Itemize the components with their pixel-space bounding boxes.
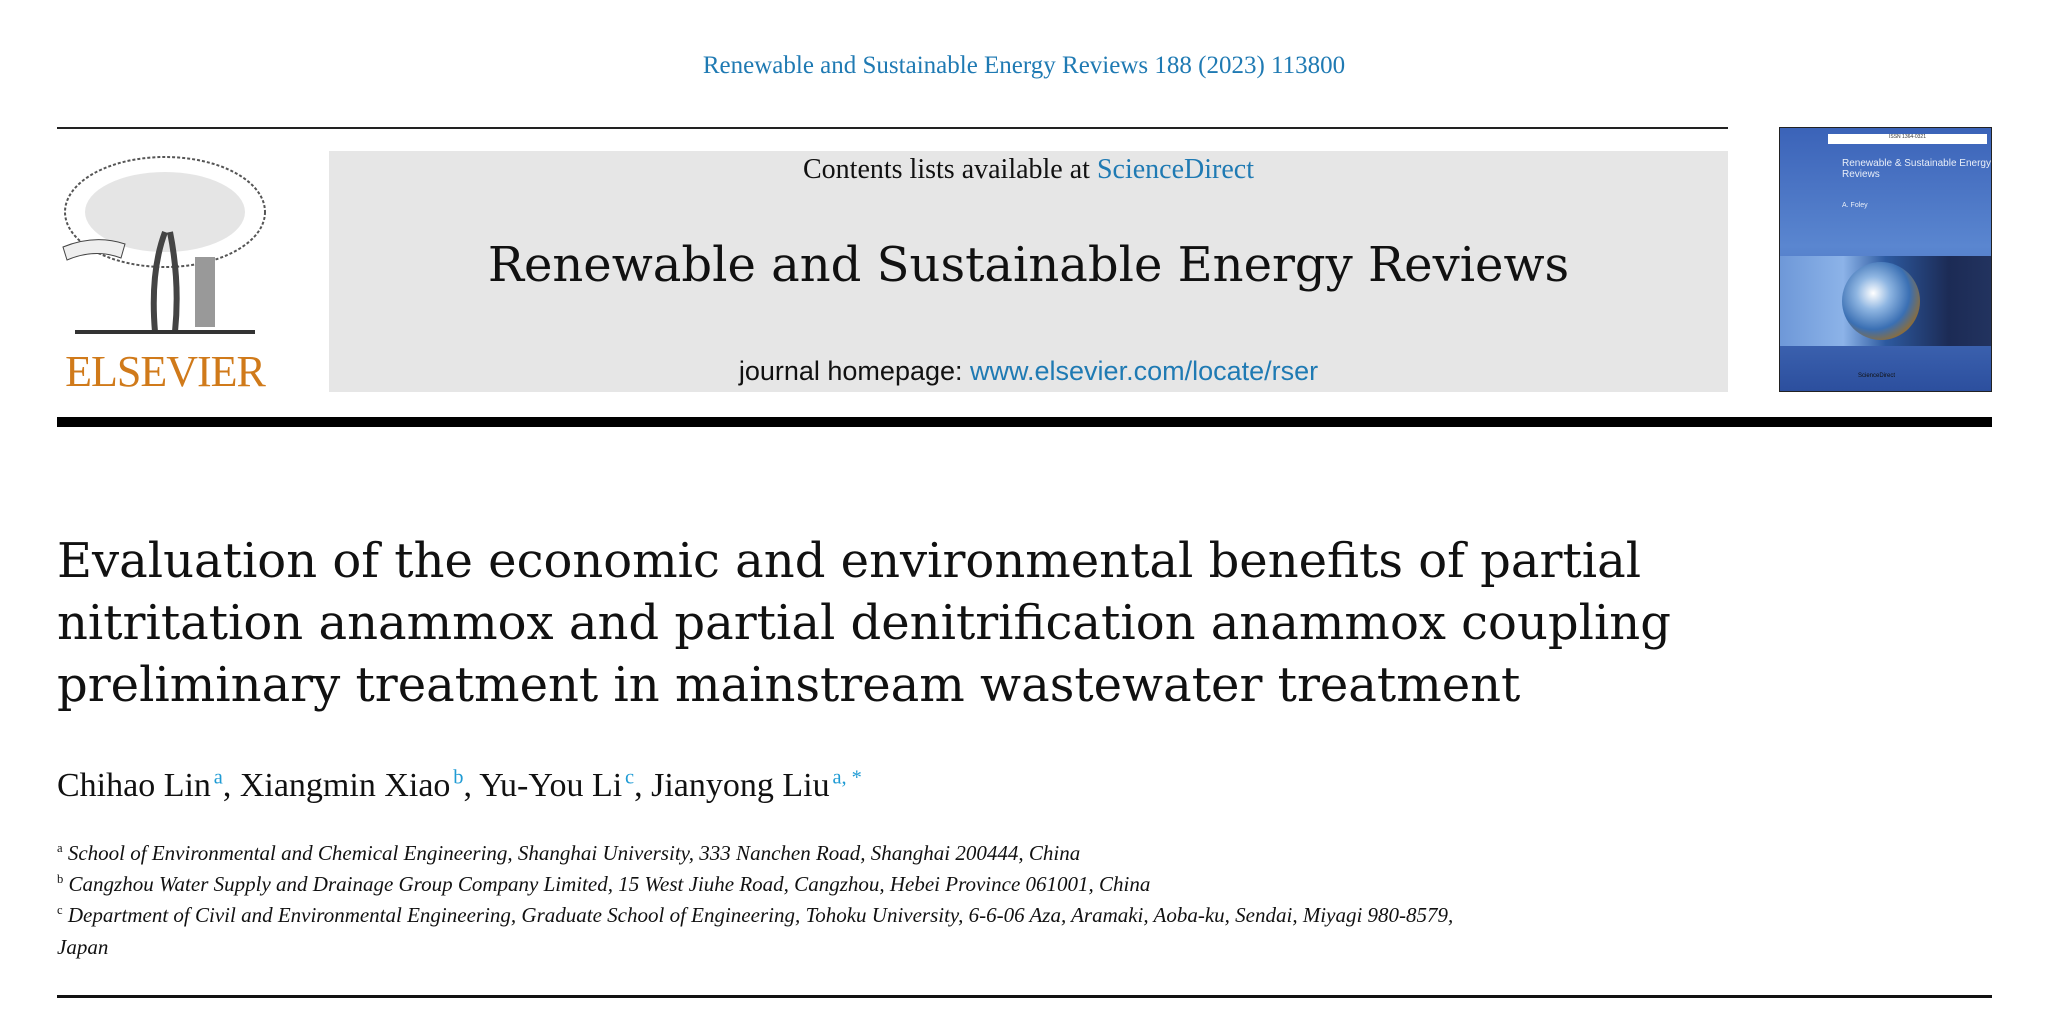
journal-cover-image[interactable]: ISSN 1364-0321 Renewable & Sustainable E…: [1779, 127, 1992, 392]
author-name[interactable]: Xiangmin Xiao: [239, 767, 451, 804]
affiliation-continuation: Japan: [57, 932, 108, 962]
contents-line: Contents lists available at ScienceDirec…: [329, 153, 1728, 187]
cover-issn: ISSN 1364-0321: [1828, 134, 1987, 144]
affiliation: b Cangzhou Water Supply and Drainage Gro…: [57, 869, 1150, 899]
title-line: Evaluation of the economic and environme…: [57, 533, 1642, 589]
affiliation-text: Cangzhou Water Supply and Drainage Group…: [68, 872, 1151, 896]
elsevier-logo[interactable]: ELSEVIER: [55, 152, 275, 394]
affiliation-text: School of Environmental and Chemical Eng…: [67, 841, 1081, 865]
affiliation-ref[interactable]: a: [213, 766, 223, 789]
sciencedirect-link[interactable]: ScienceDirect: [1096, 154, 1254, 185]
cover-editor: A. Foley: [1842, 202, 1868, 209]
author-name[interactable]: Jianyong Liu: [651, 767, 830, 804]
homepage-link[interactable]: www.elsevier.com/locate/rser: [970, 356, 1319, 386]
divider: [57, 995, 1992, 998]
elsevier-wordmark: ELSEVIER: [65, 347, 266, 396]
homepage-line: journal homepage: www.elsevier.com/locat…: [329, 355, 1728, 387]
affiliation-ref[interactable]: b: [453, 766, 464, 789]
cover-footer: ScienceDirect: [1858, 373, 1896, 379]
divider: [57, 127, 1728, 129]
affiliation-ref[interactable]: a, *: [832, 766, 862, 789]
homepage-label: journal homepage:: [738, 356, 971, 386]
article-title: Evaluation of the economic and environme…: [57, 530, 1757, 716]
contents-label: Contents lists available at: [803, 154, 1097, 185]
author-name[interactable]: Chihao Lin: [57, 767, 211, 804]
globe-icon: [1842, 262, 1920, 340]
affiliation-key: b: [57, 872, 64, 886]
title-line: preliminary treatment in mainstream wast…: [57, 657, 1521, 713]
author-name[interactable]: Yu-You Li: [479, 767, 623, 804]
journal-masthead: Contents lists available at ScienceDirec…: [329, 151, 1728, 392]
cover-title: Renewable & Sustainable Energy Reviews: [1842, 158, 1991, 180]
citation-link[interactable]: Renewable and Sustainable Energy Reviews…: [702, 52, 1346, 79]
journal-citation[interactable]: Renewable and Sustainable Energy Reviews…: [0, 52, 2048, 80]
affiliation-key: c: [57, 903, 63, 917]
tree-icon: [62, 156, 266, 334]
affiliation: a School of Environmental and Chemical E…: [57, 838, 1080, 868]
author-list: Chihao Lin a, Xiangmin Xiao b, Yu-You Li…: [57, 766, 862, 804]
journal-title: Renewable and Sustainable Energy Reviews: [487, 237, 1570, 293]
affiliation-ref[interactable]: c: [625, 766, 635, 789]
divider-thick: [57, 417, 1992, 427]
affiliation-text: Department of Civil and Environmental En…: [67, 903, 1454, 927]
affiliation: c Department of Civil and Environmental …: [57, 900, 1453, 930]
affiliation-key: a: [57, 841, 63, 855]
title-line: nitritation anammox and partial denitrif…: [57, 595, 1671, 651]
affiliation-text: Japan: [57, 935, 109, 959]
